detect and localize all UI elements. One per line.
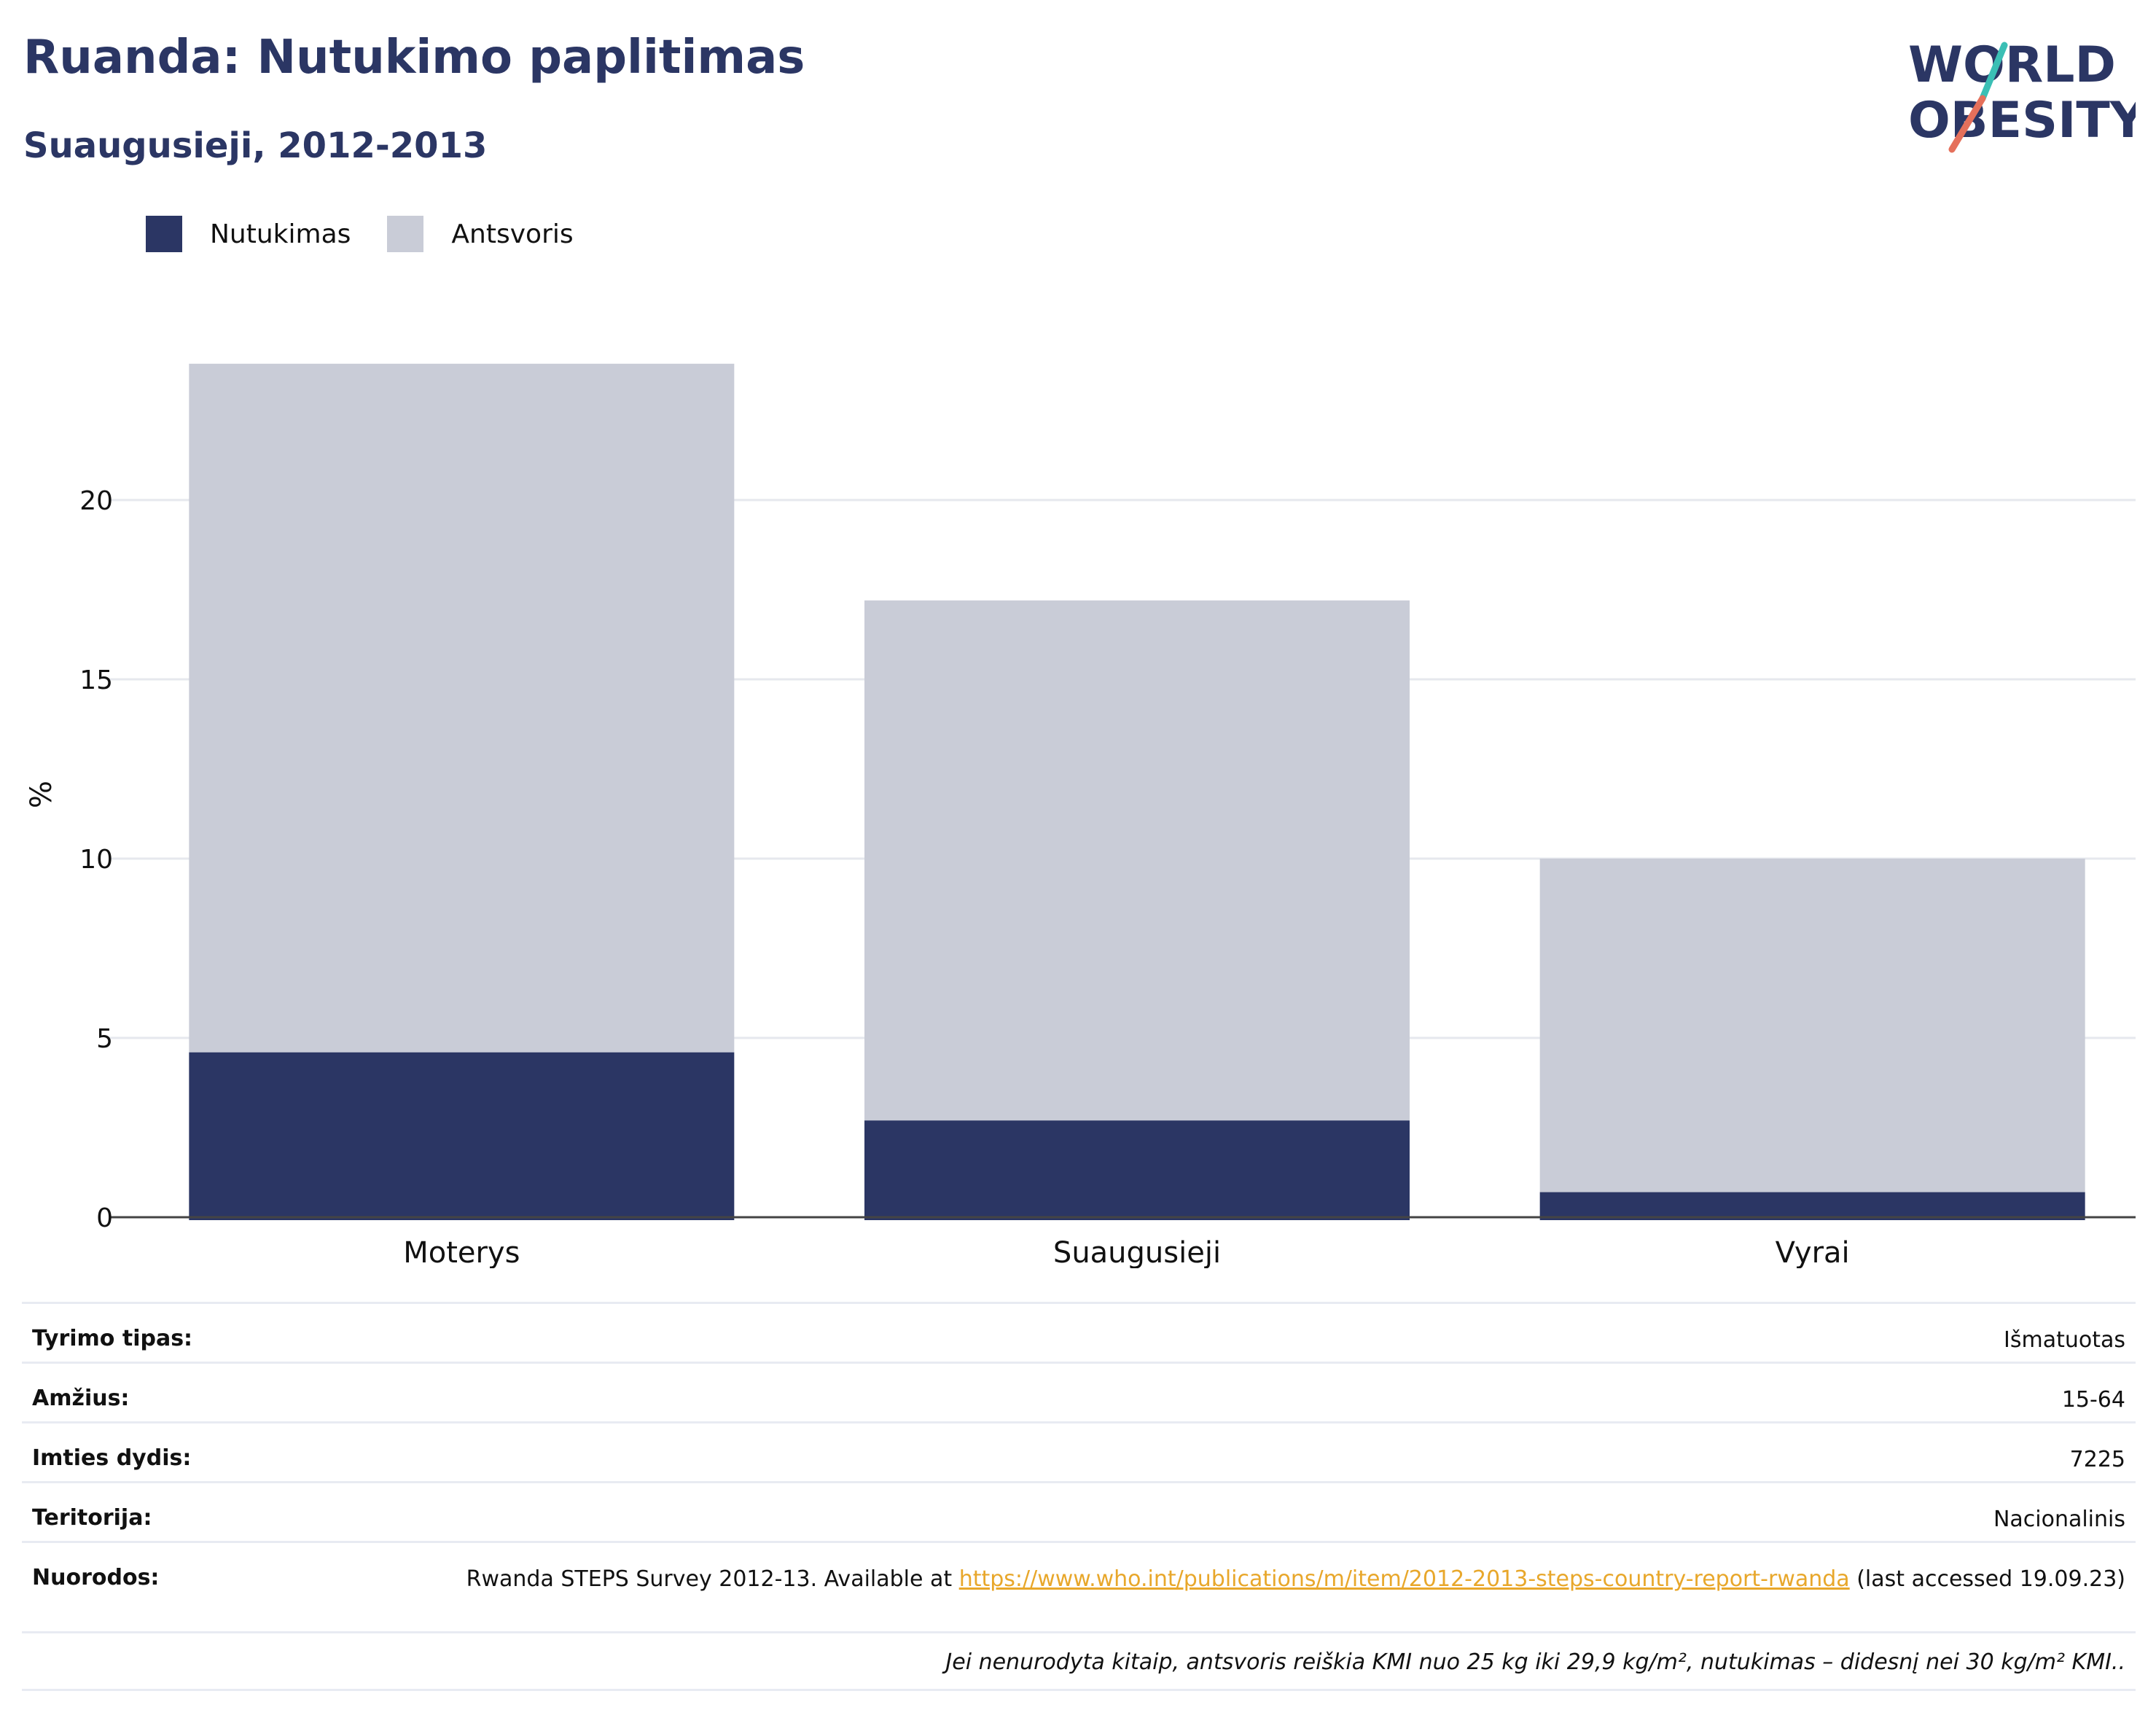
logo-slash-teal (1979, 42, 2008, 102)
logo-word-world: WORLD (1908, 36, 2116, 94)
y-axis-ticks: 0 5 10 15 20 (79, 486, 113, 1233)
legend-label-obesity: Nutukimas (210, 219, 351, 249)
info-row-territory: Teritorija: Nacionalinis (22, 1481, 2136, 1541)
x-tick-label: Moterys (403, 1236, 520, 1268)
reference-accessed: (last accessed 19.09.23) (1849, 1566, 2125, 1592)
legend-swatch-obesity (146, 216, 182, 252)
legend-item-obesity[interactable]: Nutukimas (146, 216, 351, 252)
info-key-survey-type: Tyrimo tipas: (32, 1326, 193, 1351)
x-axis-ticks: Moterys Suaugusieji Vyrai (403, 1236, 1849, 1268)
logo-slash-coral (1948, 95, 1986, 153)
x-tick-label: Vyrai (1776, 1236, 1850, 1268)
bar-obesity-suaugusieji[interactable] (864, 1120, 1410, 1220)
bar-overweight-moterys[interactable] (189, 364, 735, 1052)
bar-overweight-suaugusieji[interactable] (864, 600, 1410, 1121)
info-value-survey-type: Išmatuotas (2004, 1327, 2125, 1353)
legend-label-overweight: Antsvoris (451, 219, 574, 249)
y-axis-label: % (25, 781, 58, 808)
info-row-sample-size: Imties dydis: 7225 (22, 1421, 2136, 1481)
info-value-age: 15-64 (2061, 1387, 2125, 1413)
y-tick-label: 0 (96, 1203, 113, 1233)
definition-note: Jei nenurodyta kitaip, antsvoris reiškia… (22, 1631, 2136, 1691)
bar-obesity-moterys[interactable] (189, 1052, 735, 1220)
info-row-age: Amžius: 15-64 (22, 1362, 2136, 1421)
info-value-sample-size: 7225 (2069, 1447, 2125, 1472)
info-row-survey-type: Tyrimo tipas: Išmatuotas (22, 1302, 2136, 1362)
info-row-references: Nuorodos: Rwanda STEPS Survey 2012-13. A… (22, 1541, 2136, 1631)
info-key-sample-size: Imties dydis: (32, 1445, 192, 1471)
chart-bars (189, 364, 2085, 1220)
info-value-references: Rwanda STEPS Survey 2012-13. Available a… (466, 1565, 2125, 1594)
info-key-age: Amžius: (32, 1386, 130, 1411)
logo-word-obesity: OBESITY (1908, 92, 2136, 149)
page-subtitle: Suaugusieji, 2012-2013 (23, 125, 488, 166)
info-key-territory: Teritorija: (32, 1505, 152, 1531)
x-tick-label: Suaugusieji (1053, 1236, 1221, 1268)
world-obesity-logo: WORLD OBESITY (1908, 36, 2136, 153)
legend-swatch-overweight (387, 216, 424, 252)
legend-item-overweight[interactable]: Antsvoris (387, 216, 574, 252)
chart-legend: Nutukimas Antsvoris (146, 216, 610, 252)
y-tick-label: 10 (79, 845, 113, 875)
stacked-bar-chart: 0 5 10 15 20 Moterys Suaugusieji Vyrai % (25, 364, 2136, 1268)
reference-text: Rwanda STEPS Survey 2012-13. Available a… (466, 1566, 959, 1592)
info-key-references: Nuorodos: (32, 1565, 160, 1590)
bar-obesity-vyrai[interactable] (1539, 1192, 2085, 1220)
bar-overweight-vyrai[interactable] (1539, 859, 2085, 1192)
y-tick-label: 20 (79, 486, 113, 516)
survey-info-table: Tyrimo tipas: Išmatuotas Amžius: 15-64 I… (22, 1302, 2136, 1691)
y-tick-label: 5 (96, 1024, 113, 1054)
info-value-territory: Nacionalinis (1993, 1507, 2125, 1532)
y-tick-label: 15 (79, 665, 113, 695)
reference-link[interactable]: https://www.who.int/publications/m/item/… (958, 1566, 1850, 1592)
page-title: Ruanda: Nutukimo paplitimas (23, 31, 805, 85)
